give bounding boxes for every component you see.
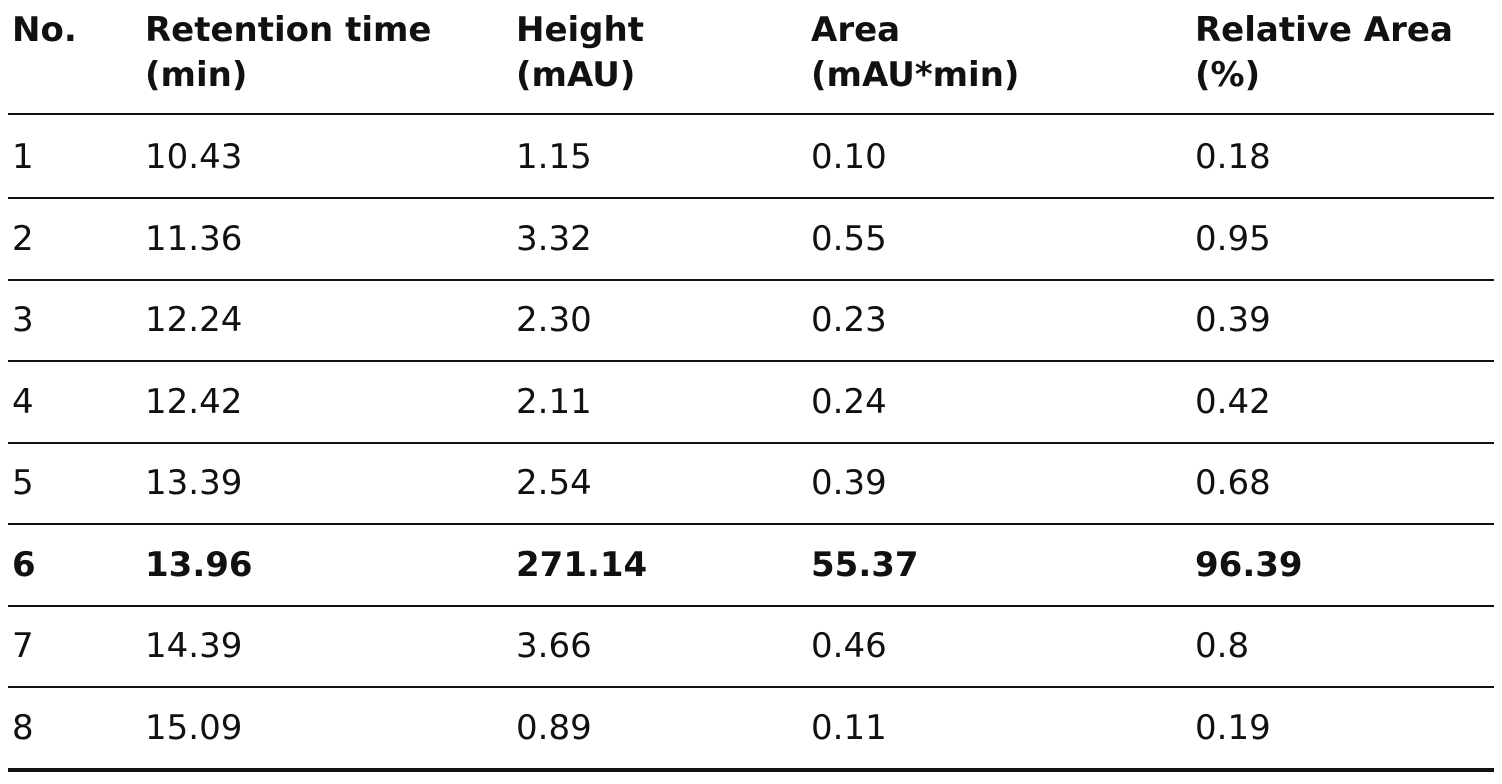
table-cell: 0.24: [811, 381, 887, 422]
row-rule: [8, 686, 1494, 688]
row-rule: [8, 278, 1494, 281]
table-cell: 0.46: [811, 626, 887, 666]
table-cell: 0.68: [1195, 463, 1271, 503]
table-cell: 2.54: [516, 463, 592, 503]
table-cell: 10.43: [145, 137, 243, 177]
table-cell: 1: [12, 137, 34, 177]
row-rule: [8, 441, 1494, 444]
table-cell: 15.09: [145, 707, 243, 748]
header-cell: (mAU): [516, 55, 636, 95]
table-cell: 55.37: [811, 544, 919, 585]
table-cell: 14.39: [145, 626, 243, 666]
header-cell: (min): [145, 55, 248, 95]
table-cell: 0.42: [1195, 381, 1271, 422]
table-cell: 0.19: [1195, 707, 1271, 748]
table-cell: 4: [12, 381, 34, 422]
table-cell: 0.8: [1195, 626, 1250, 666]
table-cell: 3: [12, 300, 34, 340]
table-cell: 13.39: [145, 463, 243, 503]
table-cell: 0.39: [811, 463, 887, 503]
table-cell: 0.39: [1195, 300, 1271, 340]
row-rule: [8, 523, 1494, 525]
table-cell: 0.18: [1195, 137, 1271, 177]
table-cell: 2: [12, 218, 34, 259]
table-cell: 0.23: [811, 300, 887, 340]
table-cell: 12.42: [145, 381, 243, 422]
table-cell: 6: [12, 544, 36, 585]
header-cell: Relative Area: [1195, 10, 1453, 50]
header-cell: Height: [516, 10, 644, 50]
table-cell: 0.89: [516, 707, 592, 748]
header-cell: (mAU*min): [811, 55, 1020, 95]
header-cell: (%): [1195, 55, 1261, 95]
table-cell: 2.30: [516, 300, 592, 340]
table-cell: 0.10: [811, 137, 887, 177]
table-cell: 13.96: [145, 544, 253, 585]
table-cell: 96.39: [1195, 544, 1303, 585]
header-cell: No.: [12, 10, 77, 50]
table-cell: 3.32: [516, 218, 592, 259]
table-cell: 12.24: [145, 300, 243, 340]
table-cell: 1.15: [516, 137, 592, 177]
header-rule: [8, 113, 1494, 115]
row-rule: [8, 197, 1494, 199]
table-cell: 7: [12, 626, 34, 666]
table-cell: 11.36: [145, 218, 243, 259]
table-cell: 2.11: [516, 381, 592, 422]
bottom-rule: [8, 767, 1494, 772]
header-cell: Retention time: [145, 10, 432, 50]
row-rule: [8, 360, 1494, 362]
table-cell: 3.66: [516, 626, 592, 666]
table-cell: 271.14: [516, 544, 648, 585]
row-rule: [8, 604, 1494, 607]
header-cell: Area: [811, 10, 901, 50]
table-cell: 0.95: [1195, 218, 1271, 259]
table-cell: 5: [12, 463, 34, 503]
table-cell: 8: [12, 707, 34, 748]
table-cell: 0.11: [811, 707, 887, 748]
table-cell: 0.55: [811, 218, 887, 259]
